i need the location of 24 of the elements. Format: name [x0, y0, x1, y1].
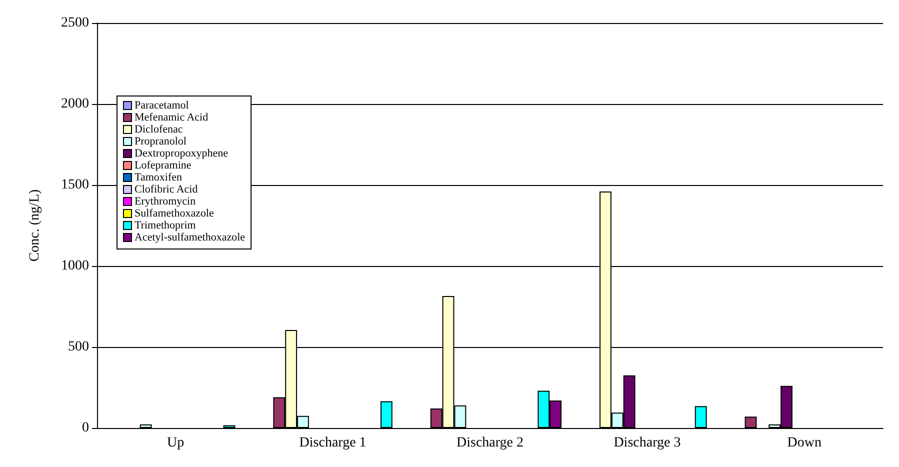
- legend-label: Acetyl-sulfamethoxazole: [134, 232, 246, 244]
- y-tick-label: 1500: [61, 178, 89, 192]
- legend-label: Sulfamethoxazole: [134, 208, 214, 220]
- x-tick-label: Discharge 2: [456, 436, 524, 450]
- legend-label: Propranolol: [134, 136, 186, 148]
- y-tick-label: 2000: [61, 96, 89, 112]
- x-tick-label: Discharge 1: [299, 436, 366, 450]
- legend-label: Lofepramine: [134, 160, 192, 172]
- legend-label: Diclofenac: [134, 124, 183, 136]
- legend-label: Mefenamic Acid: [134, 112, 209, 124]
- legend-label: Tamoxifen: [134, 172, 182, 184]
- x-tick-label: Up: [167, 436, 184, 450]
- legend-label: Clofibric Acid: [134, 184, 198, 196]
- y-tick-label: 1000: [61, 258, 89, 274]
- y-tick-label: 2500: [61, 16, 89, 30]
- legend-label: Erythromycin: [134, 196, 196, 208]
- y-axis-title: Conc. (ng/L): [28, 189, 42, 262]
- legend-label: Dextropropoxyphene: [134, 148, 228, 160]
- legend-label: Paracetamol: [134, 100, 189, 112]
- legend-label: Trimethoprim: [134, 220, 196, 232]
- y-tick-label: 0: [82, 420, 89, 436]
- y-tick-label: 500: [68, 340, 89, 354]
- x-tick-label: Discharge 3: [614, 436, 681, 450]
- x-tick-label: Down: [787, 436, 822, 450]
